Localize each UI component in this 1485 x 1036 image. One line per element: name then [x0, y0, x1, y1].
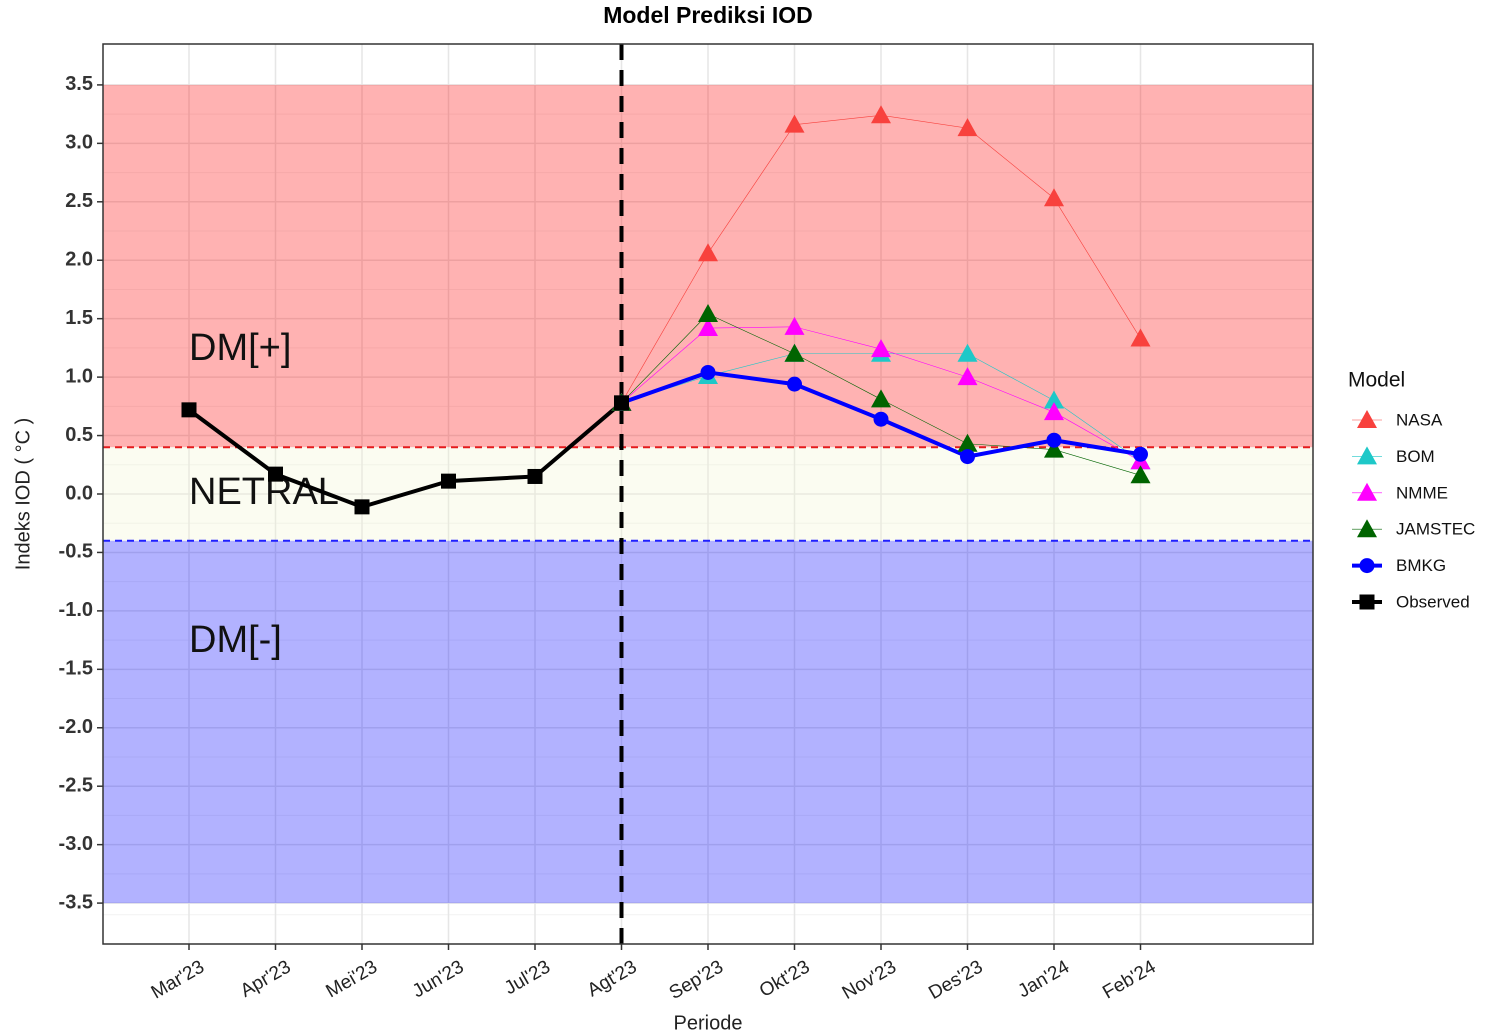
region-band — [103, 540, 1313, 904]
data-point — [957, 343, 978, 362]
x-tick-label: Des'23 — [925, 956, 986, 1003]
x-tick-label: Mei'23 — [323, 956, 381, 1002]
x-tick-label: Mar'23 — [148, 956, 208, 1003]
y-axis-label: Indeks IOD ( °C ) — [12, 418, 34, 570]
data-point — [1044, 402, 1064, 421]
legend-entry: BOM — [1352, 446, 1435, 466]
legend-label: JAMSTEC — [1396, 520, 1475, 539]
y-tick-label: 1.5 — [65, 307, 93, 329]
data-point — [181, 402, 197, 418]
y-tick-label: 2.5 — [65, 190, 93, 212]
data-point — [784, 343, 805, 362]
data-point — [1044, 390, 1064, 409]
y-tick-label: 0.0 — [65, 482, 93, 504]
x-tick-label: Agt'23 — [584, 956, 641, 1001]
data-point — [527, 468, 543, 484]
data-point — [871, 339, 891, 358]
y-tick-label: 3.0 — [65, 132, 93, 154]
y-tick-label: 1.0 — [65, 365, 93, 387]
data-point — [957, 433, 978, 452]
y-tick-label: 0.5 — [65, 424, 93, 446]
series-line — [187, 401, 623, 509]
legend-symbol — [1357, 482, 1377, 501]
data-point — [1133, 446, 1148, 462]
legend-label: BMKG — [1396, 556, 1446, 575]
x-tick-label: Jun'23 — [409, 956, 467, 1002]
region-label: DM[-] — [189, 619, 282, 661]
x-tick-label: Jul'23 — [501, 956, 554, 999]
y-tick-label: -3.5 — [59, 891, 93, 913]
legend-label: NASA — [1396, 410, 1443, 429]
legend-entry: NASA — [1352, 410, 1443, 429]
data-point — [1044, 439, 1064, 458]
region-band — [103, 84, 1313, 448]
legend-label: NMME — [1396, 483, 1448, 502]
y-tick-label: 2.0 — [65, 249, 93, 271]
legend-symbol — [1357, 410, 1377, 428]
data-point — [784, 114, 805, 133]
x-tick-label: Feb'24 — [1099, 956, 1160, 1003]
legend-entry: Observed — [1352, 592, 1470, 611]
data-point — [871, 389, 891, 408]
data-point — [1046, 432, 1062, 448]
legend-symbol — [1359, 594, 1375, 610]
data-point — [614, 395, 629, 411]
region-label: NETRAL — [189, 471, 339, 513]
legend-title: Model — [1348, 369, 1405, 392]
y-tick-label: -2.0 — [59, 716, 93, 738]
y-tick-label: -2.5 — [59, 774, 93, 796]
x-tick-label: Jan'24 — [1015, 956, 1074, 1002]
y-tick-label: 3.5 — [65, 73, 93, 95]
legend-entry: JAMSTEC — [1352, 519, 1475, 539]
data-point — [354, 499, 370, 515]
data-point — [871, 105, 891, 124]
data-point — [268, 466, 283, 482]
chart-title: Model Prediksi IOD — [603, 2, 813, 28]
data-point — [960, 449, 975, 465]
data-point — [957, 367, 978, 386]
x-tick-label: Okt'23 — [756, 956, 814, 1001]
legend-symbol — [1357, 446, 1377, 465]
region-band — [103, 447, 1313, 541]
legend-label: Observed — [1396, 592, 1470, 611]
data-point — [698, 304, 718, 322]
x-tick-label: Apr'23 — [237, 956, 295, 1001]
x-tick-label: Sep'23 — [666, 956, 727, 1003]
data-point — [787, 376, 802, 392]
data-point — [1130, 328, 1151, 347]
legend-entry: NMME — [1352, 482, 1448, 502]
legend-label: BOM — [1396, 447, 1435, 466]
y-tick-label: -1.5 — [59, 658, 93, 680]
data-point — [698, 243, 718, 262]
y-tick-label: -1.0 — [59, 599, 93, 621]
data-point — [700, 364, 716, 380]
y-tick-label: -3.0 — [59, 833, 93, 855]
y-tick-label: -0.5 — [59, 541, 93, 563]
legend-symbol — [1359, 558, 1375, 574]
legend-symbol — [1357, 519, 1377, 538]
data-point — [441, 473, 456, 489]
data-point — [784, 316, 805, 335]
data-point — [957, 118, 978, 137]
data-point — [1044, 188, 1064, 207]
legend-entry: BMKG — [1352, 556, 1446, 575]
x-axis-label: Periode — [674, 1012, 743, 1034]
region-label: DM[+] — [189, 327, 291, 369]
data-point — [698, 318, 718, 337]
x-tick-label: Nov'23 — [839, 956, 900, 1003]
data-point — [1130, 465, 1151, 484]
data-point — [873, 411, 889, 427]
